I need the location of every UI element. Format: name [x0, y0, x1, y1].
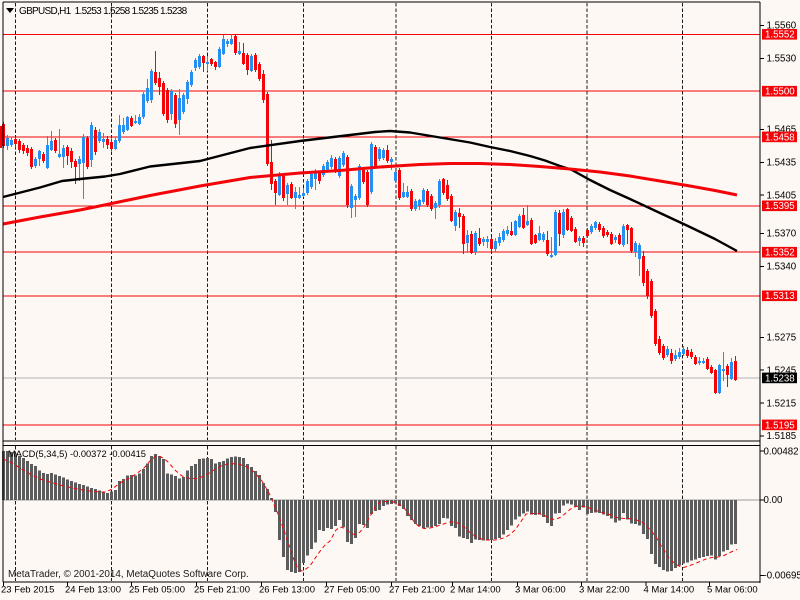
svg-text:24 Feb 13:00: 24 Feb 13:00 [65, 585, 121, 596]
svg-text:0.00: 0.00 [764, 495, 783, 506]
svg-text:25 Feb 05:00: 25 Feb 05:00 [129, 585, 185, 596]
svg-text:1.5435: 1.5435 [767, 158, 797, 169]
svg-text:25 Feb 21:00: 25 Feb 21:00 [194, 585, 250, 596]
svg-text:1.5458: 1.5458 [765, 132, 795, 143]
svg-text:1.5238: 1.5238 [765, 373, 795, 384]
svg-text:MetaTrader, © 2001-2014, MetaQ: MetaTrader, © 2001-2014, MetaQuotes Soft… [8, 569, 249, 580]
svg-text:1.5195: 1.5195 [765, 420, 795, 431]
svg-text:4 Mar 14:00: 4 Mar 14:00 [644, 585, 695, 596]
svg-text:1.5405: 1.5405 [767, 190, 797, 201]
svg-text:3 Mar 06:00: 3 Mar 06:00 [515, 585, 566, 596]
svg-text:1.5465: 1.5465 [767, 125, 797, 136]
svg-text:1.5245: 1.5245 [767, 365, 797, 376]
svg-text:27 Feb 05:00: 27 Feb 05:00 [324, 585, 380, 596]
svg-text:27 Feb 21:00: 27 Feb 21:00 [389, 585, 445, 596]
svg-text:1.5395: 1.5395 [765, 201, 795, 212]
svg-text:1.5275: 1.5275 [767, 333, 797, 344]
svg-text:23 Feb 2015: 23 Feb 2015 [1, 585, 54, 596]
svg-text:MACD(5,34,5) -0.00372 -0.00415: MACD(5,34,5) -0.00372 -0.00415 [8, 449, 146, 459]
svg-text:1.5313: 1.5313 [765, 291, 795, 302]
svg-text:1.5352: 1.5352 [765, 248, 795, 259]
svg-text:1.5552: 1.5552 [765, 30, 795, 41]
svg-text:2 Mar 14:00: 2 Mar 14:00 [450, 585, 501, 596]
svg-text:26 Feb 13:00: 26 Feb 13:00 [259, 585, 315, 596]
svg-text:GBPUSD,H1 1.5253 1.5258 1.523: GBPUSD,H1 1.5253 1.5258 1.5235 1.5238 [19, 6, 188, 17]
svg-text:3 Mar 22:00: 3 Mar 22:00 [579, 585, 630, 596]
svg-text:1.5560: 1.5560 [767, 21, 797, 32]
svg-text:-0.00695: -0.00695 [764, 571, 800, 582]
svg-text:5 Mar 06:00: 5 Mar 06:00 [707, 585, 758, 596]
svg-text:1.5500: 1.5500 [765, 87, 795, 98]
svg-text:0.00482: 0.00482 [764, 446, 799, 457]
svg-text:1.5215: 1.5215 [767, 398, 797, 409]
svg-text:1.5340: 1.5340 [767, 262, 797, 273]
svg-text:1.5530: 1.5530 [767, 54, 797, 65]
svg-text:1.5185: 1.5185 [767, 431, 797, 442]
svg-text:1.5370: 1.5370 [767, 229, 797, 240]
